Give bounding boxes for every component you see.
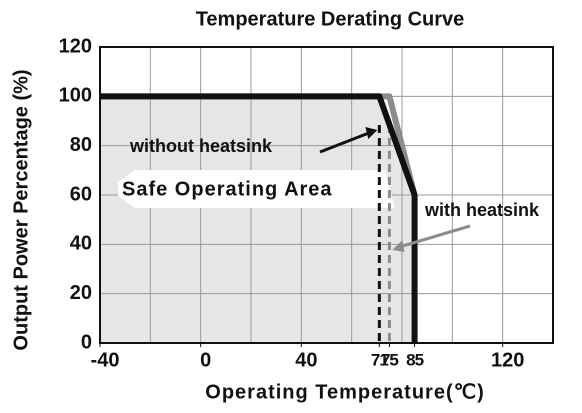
y-tick-label: 60 xyxy=(70,183,92,205)
arrow-head xyxy=(365,127,378,139)
y-tick-label: 120 xyxy=(59,35,92,57)
arrow xyxy=(398,224,471,249)
y-axis-label: Output Power Percentage (%) xyxy=(10,69,32,350)
arrow xyxy=(319,130,372,154)
arrow-head xyxy=(392,240,405,252)
x-tick-label: 0 xyxy=(200,349,211,371)
series-line xyxy=(100,93,418,343)
series-label: with heatsink xyxy=(424,200,540,220)
y-tick-label: 40 xyxy=(70,233,92,255)
y-tick-label: 100 xyxy=(59,85,92,107)
chart-title: Temperature Derating Curve xyxy=(196,8,465,30)
x-tick-label: 71 xyxy=(371,350,388,369)
plot-frame xyxy=(99,46,554,344)
y-tick-label: 0 xyxy=(81,331,92,353)
x-tick-label: 40 xyxy=(295,349,317,371)
x-tick-label: 120 xyxy=(491,349,524,371)
x-axis-label: Operating Temperature(℃) xyxy=(205,381,484,403)
x-tick-label: 75 xyxy=(381,350,398,369)
y-tick-label: 80 xyxy=(70,134,92,156)
safe-area xyxy=(100,96,415,343)
annotation-box xyxy=(118,170,395,208)
x-tick-label: -40 xyxy=(91,349,120,371)
y-tick-label: 20 xyxy=(70,282,92,304)
series-label: without heatsink xyxy=(129,136,273,156)
annotation: Safe Operating Area xyxy=(122,178,333,200)
x-tick-label: 85 xyxy=(406,350,423,369)
